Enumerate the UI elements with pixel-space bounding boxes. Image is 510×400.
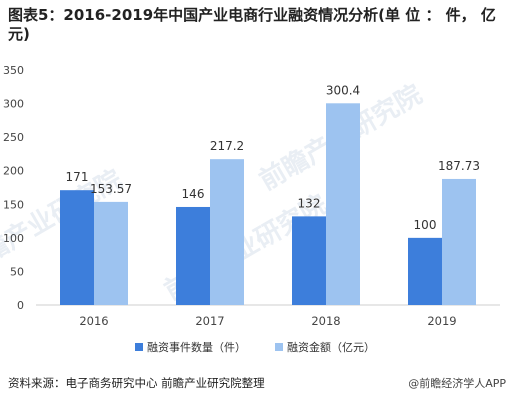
data-label: 100 (414, 218, 437, 232)
x-tick-label: 2016 (79, 314, 108, 328)
legend-swatch-1 (135, 343, 143, 351)
legend-label-1: 融资事件数量（件） (147, 341, 246, 354)
y-tick-label: 100 (3, 232, 24, 245)
legend-swatch-2 (275, 343, 283, 351)
bar-series-2 (210, 159, 244, 305)
brand-label: @前瞻经济学人APP (408, 377, 506, 390)
data-label: 132 (298, 196, 321, 210)
chart-legend: 融资事件数量（件） 融资金额（亿元） (135, 340, 375, 354)
bar-series-2 (442, 178, 476, 305)
legend-label-2: 融资金额（亿元） (287, 340, 375, 354)
y-tick-label: 250 (3, 131, 24, 144)
x-tick-label: 2018 (311, 314, 340, 328)
data-label: 153.57 (90, 182, 132, 196)
data-label: 187.73 (438, 159, 480, 173)
bar-series-2 (326, 103, 360, 305)
bar-series-2 (94, 201, 128, 305)
bar-series-1 (292, 216, 326, 305)
data-label: 300.4 (326, 83, 360, 97)
y-tick-label: 150 (3, 198, 24, 211)
y-tick-label: 350 (3, 64, 24, 77)
bar-series-1 (408, 237, 442, 305)
data-label: 217.2 (210, 139, 244, 153)
chart-title: 图表5：2016-2019年中国产业电商行业融资情况分析(单 位 ： 件， 亿元… (8, 6, 496, 43)
data-label: 146 (182, 187, 205, 201)
source-note: 资料来源：电子商务研究中心 前瞻产业研究院整理 (8, 376, 265, 390)
y-tick-label: 0 (17, 299, 24, 312)
bar-series-1 (176, 206, 210, 305)
y-tick-label: 300 (3, 98, 24, 111)
x-tick-label: 2017 (195, 314, 224, 328)
y-tick-label: 50 (10, 265, 24, 278)
bar-series-1 (60, 190, 94, 305)
data-label: 171 (66, 170, 89, 184)
x-tick-label: 2019 (427, 314, 456, 328)
y-tick-label: 200 (3, 165, 24, 178)
